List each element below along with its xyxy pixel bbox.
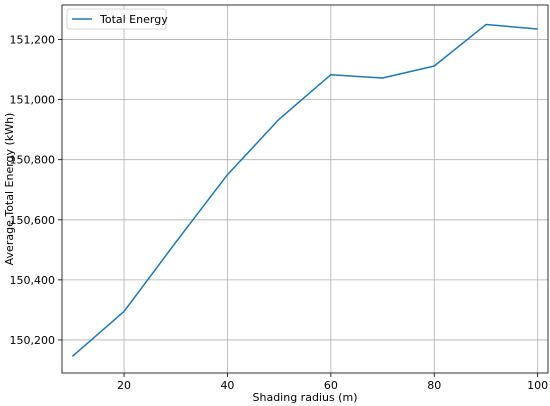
y-tick-label: 150,200 (10, 334, 56, 347)
series-layer (71, 23, 538, 358)
y-tick-label: 151,200 (10, 34, 56, 47)
y-tick-label: 151,000 (10, 94, 56, 107)
x-axis-ticks: 20 40 60 80 100 (117, 373, 548, 392)
x-axis-label: Shading radius (m) (253, 391, 358, 404)
y-axis-label: Average Total Energy (kWh) (3, 113, 16, 266)
y-tick-label: 150,800 (10, 154, 56, 167)
y-tick-label: 150,600 (10, 214, 56, 227)
x-tick-label: 100 (527, 379, 548, 392)
plot-frame (61, 4, 549, 374)
legend-box (66, 8, 167, 30)
x-tick-label: 40 (220, 379, 234, 392)
x-tick-label: 20 (117, 379, 131, 392)
legend: Total Energy (66, 8, 168, 30)
x-tick-label: 60 (324, 379, 338, 392)
y-tick-label: 150,400 (10, 274, 56, 287)
y-axis-ticks: 150,200 150,400 150,600 150,800 151,000 151,2… (10, 34, 62, 347)
legend-label-total-energy: Total Energy (99, 13, 168, 26)
grid-lines (62, 5, 548, 373)
x-tick-label: 80 (427, 379, 441, 392)
series-line-total-energy (71, 23, 538, 358)
